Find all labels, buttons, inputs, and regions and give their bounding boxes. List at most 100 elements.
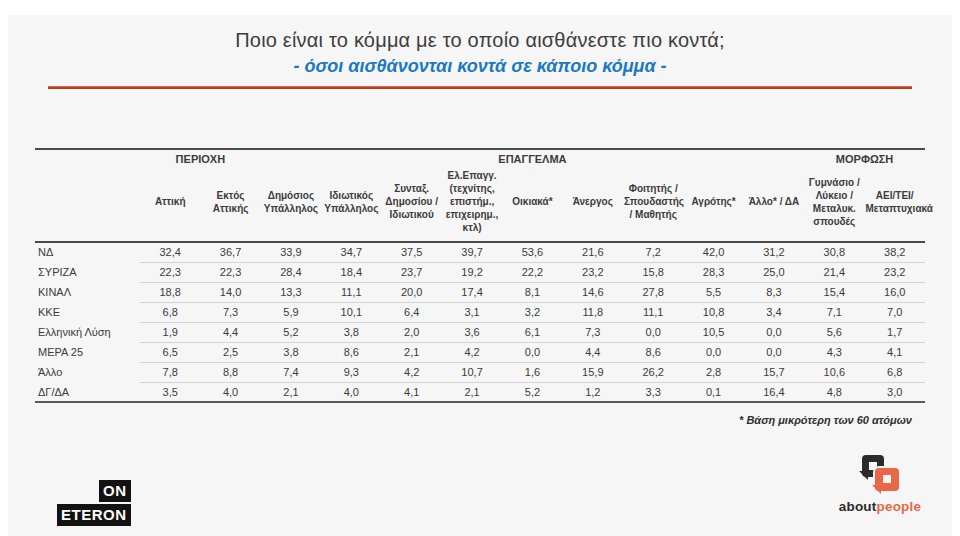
value-cell: 7,4 xyxy=(261,362,321,382)
value-cell: 4,1 xyxy=(382,382,442,402)
table-row: ΚΚΕ6,87,35,910,16,43,13,211,811,110,83,4… xyxy=(35,302,925,322)
value-cell: 20,0 xyxy=(382,282,442,302)
table-row: ΔΓ/ΔΑ3,54,02,14,04,12,15,21,23,30,116,44… xyxy=(35,382,925,402)
red-divider-line xyxy=(48,86,912,89)
value-cell: 25,0 xyxy=(744,262,804,282)
value-cell: 19,2 xyxy=(442,262,502,282)
value-cell: 11,8 xyxy=(563,302,623,322)
table-row: ΚΙΝΑΛ18,814,013,311,120,017,48,114,627,8… xyxy=(35,282,925,302)
aboutpeople-wordmark: aboutpeople xyxy=(830,499,930,514)
value-cell: 7,8 xyxy=(140,362,200,382)
row-label: ΝΔ xyxy=(35,242,140,262)
orange-bubble-icon xyxy=(875,468,899,491)
value-cell: 27,8 xyxy=(623,282,683,302)
value-cell: 28,4 xyxy=(261,262,321,282)
column-header: Δημόσιος Υπάλληλος xyxy=(261,166,321,242)
value-cell: 1,7 xyxy=(865,322,926,342)
value-cell: 7,1 xyxy=(804,302,864,322)
value-cell: 0,0 xyxy=(744,322,804,342)
value-cell: 16,4 xyxy=(744,382,804,402)
value-cell: 2,1 xyxy=(261,382,321,402)
row-label: ΣΥΡΙΖΑ xyxy=(35,262,140,282)
table-row: ΣΥΡΙΖΑ22,322,328,418,423,719,222,223,215… xyxy=(35,262,925,282)
value-cell: 16,0 xyxy=(865,282,926,302)
column-header: Ελ.Επαγγ. (τεχνίτης, επιστήμ., επιχειρημ… xyxy=(442,166,502,242)
value-cell: 1,6 xyxy=(502,362,562,382)
value-cell: 3,0 xyxy=(865,382,926,402)
value-cell: 4,4 xyxy=(563,342,623,362)
value-cell: 7,2 xyxy=(623,242,683,262)
row-label-column-header xyxy=(35,166,140,242)
value-cell: 8,1 xyxy=(502,282,562,302)
column-header: Αγρότης* xyxy=(683,166,743,242)
value-cell: 7,3 xyxy=(200,302,260,322)
value-cell: 8,8 xyxy=(200,362,260,382)
value-cell: 0,0 xyxy=(623,322,683,342)
value-cell: 3,1 xyxy=(442,302,502,322)
value-cell: 23,2 xyxy=(563,262,623,282)
value-cell: 2,1 xyxy=(442,382,502,402)
eteron-logo: ON ETERON xyxy=(55,478,133,528)
value-cell: 9,3 xyxy=(321,362,381,382)
value-cell: 23,2 xyxy=(865,262,926,282)
value-cell: 6,8 xyxy=(140,302,200,322)
value-cell: 4,2 xyxy=(442,342,502,362)
value-cell: 21,6 xyxy=(563,242,623,262)
value-cell: 15,8 xyxy=(623,262,683,282)
value-cell: 6,1 xyxy=(502,322,562,342)
column-header: Εκτός Αττικής xyxy=(200,166,260,242)
value-cell: 34,7 xyxy=(321,242,381,262)
row-label: Άλλο xyxy=(35,362,140,382)
value-cell: 3,4 xyxy=(744,302,804,322)
value-cell: 3,6 xyxy=(442,322,502,342)
value-cell: 28,3 xyxy=(683,262,743,282)
value-cell: 5,6 xyxy=(804,322,864,342)
value-cell: 10,1 xyxy=(321,302,381,322)
column-header: Φοιτητής / Σπουδαστής / Μαθητής xyxy=(623,166,683,242)
value-cell: 2,8 xyxy=(683,362,743,382)
value-cell: 6,4 xyxy=(382,302,442,322)
page-title: Ποιο είναι το κόμμα με το οποίο αισθάνεσ… xyxy=(8,29,952,52)
value-cell: 0,0 xyxy=(744,342,804,362)
table-row: Ελληνική Λύση1,94,45,23,82,03,66,17,30,0… xyxy=(35,322,925,342)
value-cell: 0,0 xyxy=(683,342,743,362)
value-cell: 2,1 xyxy=(382,342,442,362)
value-cell: 8,6 xyxy=(623,342,683,362)
eteron-logo-on: ON xyxy=(97,478,133,504)
value-cell: 3,3 xyxy=(623,382,683,402)
value-cell: 0,0 xyxy=(502,342,562,362)
value-cell: 18,4 xyxy=(321,262,381,282)
column-header: Συνταξ. Δημοσίου / Ιδιωτικού xyxy=(382,166,442,242)
value-cell: 5,5 xyxy=(683,282,743,302)
value-cell: 39,7 xyxy=(442,242,502,262)
value-cell: 37,5 xyxy=(382,242,442,262)
value-cell: 38,2 xyxy=(865,242,926,262)
value-cell: 10,5 xyxy=(683,322,743,342)
column-header: Άνεργος xyxy=(563,166,623,242)
value-cell: 31,2 xyxy=(744,242,804,262)
value-cell: 8,6 xyxy=(321,342,381,362)
value-cell: 7,3 xyxy=(563,322,623,342)
corner-cell xyxy=(35,149,140,166)
value-cell: 3,8 xyxy=(261,342,321,362)
page-subtitle: - όσοι αισθάνονται κοντά σε κάποιο κόμμα… xyxy=(8,56,952,77)
column-group-header: ΕΠΑΓΓΕΛΜΑ xyxy=(261,149,804,166)
value-cell: 42,0 xyxy=(683,242,743,262)
column-header: Άλλο* / ΔΑ xyxy=(744,166,804,242)
table-row: ΜΕΡΑ 256,52,53,88,62,14,20,04,48,60,00,0… xyxy=(35,342,925,362)
value-cell: 6,5 xyxy=(140,342,200,362)
value-cell: 4,2 xyxy=(382,362,442,382)
column-header: Αττική xyxy=(140,166,200,242)
row-label: ΜΕΡΑ 25 xyxy=(35,342,140,362)
value-cell: 5,2 xyxy=(261,322,321,342)
value-cell: 11,1 xyxy=(321,282,381,302)
value-cell: 14,0 xyxy=(200,282,260,302)
value-cell: 15,7 xyxy=(744,362,804,382)
value-cell: 4,0 xyxy=(321,382,381,402)
value-cell: 5,9 xyxy=(261,302,321,322)
row-label: Ελληνική Λύση xyxy=(35,322,140,342)
column-header: Γυμνάσιο / Λύκειο / Μεταλυκ. σπουδές xyxy=(804,166,864,242)
value-cell: 2,0 xyxy=(382,322,442,342)
value-cell: 53,6 xyxy=(502,242,562,262)
value-cell: 26,2 xyxy=(623,362,683,382)
